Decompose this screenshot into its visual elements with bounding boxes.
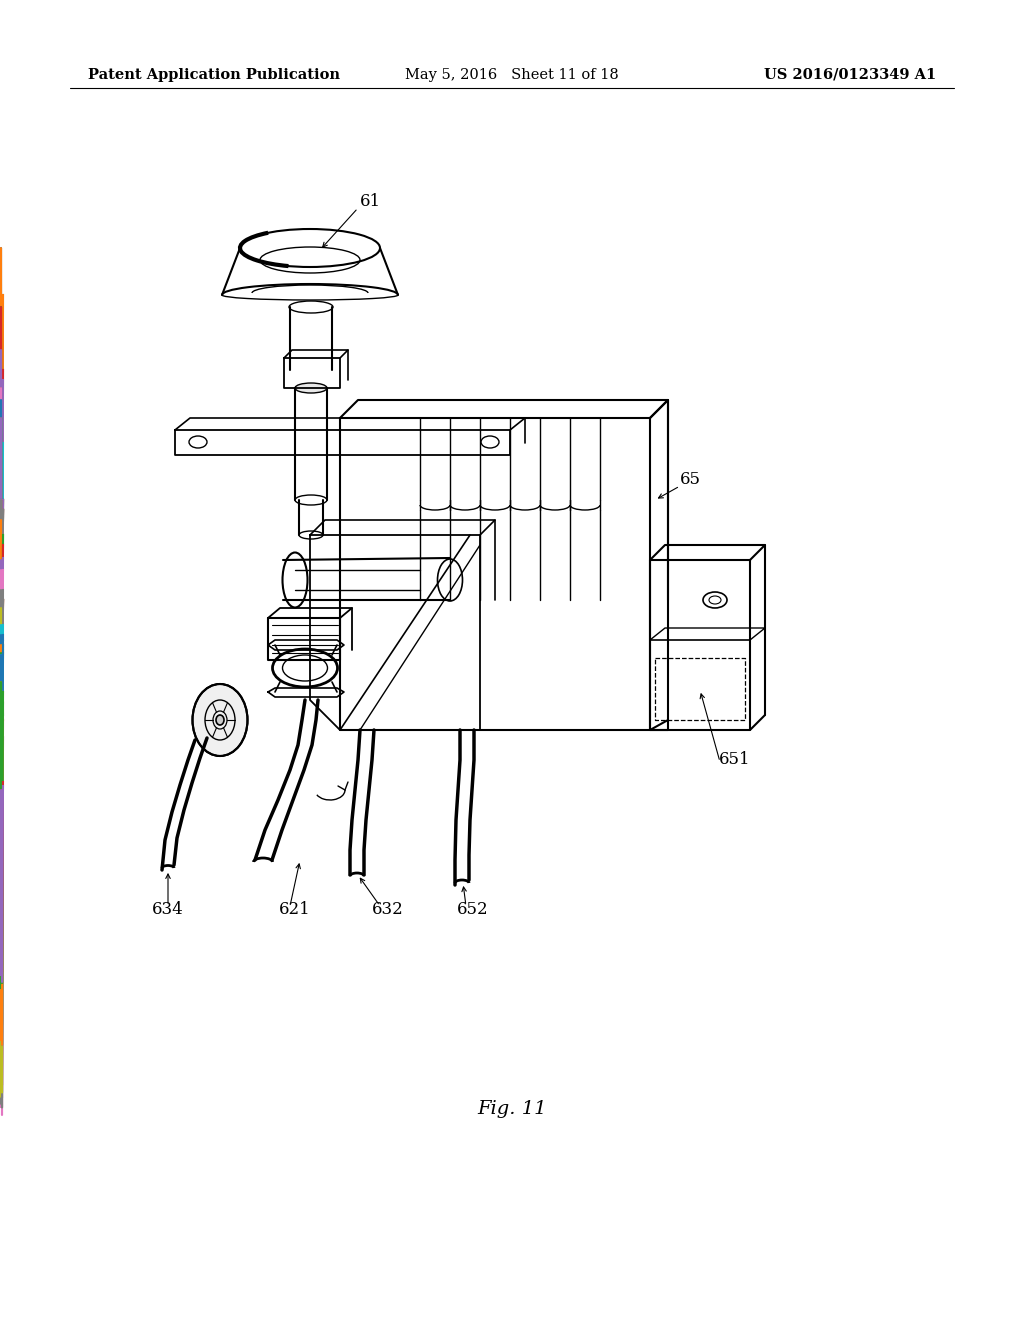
Text: Patent Application Publication: Patent Application Publication xyxy=(88,69,340,82)
Text: May 5, 2016   Sheet 11 of 18: May 5, 2016 Sheet 11 of 18 xyxy=(406,69,618,82)
Ellipse shape xyxy=(295,383,327,393)
Text: Fig. 11: Fig. 11 xyxy=(477,1100,547,1118)
Text: 652: 652 xyxy=(457,902,488,919)
Text: 651: 651 xyxy=(719,751,751,768)
Text: 621: 621 xyxy=(280,902,311,919)
Text: 632: 632 xyxy=(372,902,403,919)
Ellipse shape xyxy=(216,715,224,725)
Text: 65: 65 xyxy=(680,471,700,488)
Text: 61: 61 xyxy=(359,194,381,210)
Text: 634: 634 xyxy=(153,902,184,919)
Text: US 2016/0123349 A1: US 2016/0123349 A1 xyxy=(764,69,936,82)
Ellipse shape xyxy=(193,684,248,756)
